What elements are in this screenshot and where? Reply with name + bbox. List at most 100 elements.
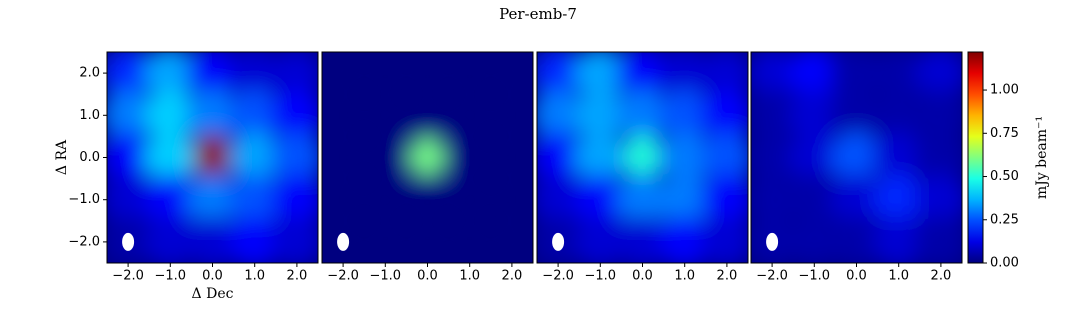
x-tick-label: −1.0 xyxy=(585,269,617,284)
intensity-cell xyxy=(872,131,925,184)
intensity-cell xyxy=(443,215,496,263)
x-tick-label: 1.0 xyxy=(459,269,480,284)
intensity-cell xyxy=(270,52,318,100)
intensity-cell xyxy=(574,131,627,184)
intensity-cell xyxy=(322,89,370,142)
intensity-cell xyxy=(914,173,962,226)
intensity-cell xyxy=(616,52,669,100)
intensity-cell xyxy=(270,131,318,184)
chart-title: Per-emb-7 xyxy=(499,5,577,23)
intensity-cell xyxy=(830,131,883,184)
intensity-cell xyxy=(658,131,711,184)
intensity-cell xyxy=(574,173,627,226)
intensity-cell xyxy=(788,215,841,263)
x-tick-label: 2.0 xyxy=(502,269,523,284)
intensity-cell xyxy=(443,89,496,142)
colorbar-tick-label: 0.25 xyxy=(990,212,1019,227)
x-tick-label: 2.0 xyxy=(931,269,952,284)
intensity-cell xyxy=(107,52,155,100)
intensity-cell xyxy=(830,89,883,142)
intensity-map xyxy=(107,52,318,263)
intensity-cell xyxy=(788,52,841,100)
intensity-map xyxy=(322,52,533,263)
beam xyxy=(552,232,565,251)
colorbar-tick-label: 0.75 xyxy=(990,126,1019,141)
intensity-cell xyxy=(872,89,925,142)
colorbar-tick-label: 1.00 xyxy=(990,83,1019,98)
intensity-cell xyxy=(228,215,281,263)
intensity-cell xyxy=(270,173,318,226)
intensity-cell xyxy=(322,131,370,184)
intensity-cell xyxy=(107,131,155,184)
panel xyxy=(322,52,533,263)
intensity-cell xyxy=(186,52,239,100)
intensity-cell xyxy=(144,173,197,226)
x-tick-label: 0.0 xyxy=(202,269,223,284)
intensity-cell xyxy=(658,89,711,142)
x-tick-label: 0.0 xyxy=(846,269,867,284)
intensity-cell xyxy=(322,52,370,100)
x-tick-label: 2.0 xyxy=(717,269,738,284)
intensity-cell xyxy=(228,173,281,226)
intensity-cell xyxy=(144,131,197,184)
intensity-cell xyxy=(830,173,883,226)
intensity-cell xyxy=(537,89,585,142)
intensity-map xyxy=(537,52,748,263)
intensity-cell xyxy=(700,131,748,184)
x-tick-label: −1.0 xyxy=(799,269,831,284)
intensity-cell xyxy=(537,52,585,100)
intensity-cell xyxy=(830,52,883,100)
beam xyxy=(766,232,779,251)
intensity-cell xyxy=(409,137,446,178)
intensity-cell xyxy=(574,89,627,142)
intensity-cell xyxy=(700,89,748,142)
intensity-cell xyxy=(872,173,925,226)
intensity-cell xyxy=(788,173,841,226)
intensity-cell xyxy=(359,173,412,226)
intensity-cell xyxy=(751,131,799,184)
x-tick-label: −2.0 xyxy=(542,269,574,284)
y-tick-label: 1.0 xyxy=(79,108,100,123)
x-tick-label: 2.0 xyxy=(287,269,308,284)
colorbar-tick-label: 0.50 xyxy=(990,169,1019,184)
x-tick-label: −2.0 xyxy=(756,269,788,284)
intensity-cell xyxy=(194,133,231,182)
intensity-cell xyxy=(914,131,962,184)
intensity-cell xyxy=(914,215,962,263)
intensity-cell xyxy=(144,52,197,100)
x-tick-label: 1.0 xyxy=(888,269,909,284)
intensity-cell xyxy=(788,89,841,142)
intensity-cell xyxy=(914,89,962,142)
intensity-cell xyxy=(359,52,412,100)
intensity-cell xyxy=(700,52,748,100)
x-tick-label: −2.0 xyxy=(112,269,144,284)
panel xyxy=(751,52,962,263)
intensity-cell xyxy=(443,173,496,226)
y-tick-label: 2.0 xyxy=(79,66,100,81)
colorbar-label: mJy beam⁻¹ xyxy=(1034,116,1050,199)
y-tick-label: −1.0 xyxy=(68,192,100,207)
intensity-cell xyxy=(443,52,496,100)
intensity-cell xyxy=(872,215,925,263)
colorbar-tick-label: 0.00 xyxy=(990,256,1019,271)
intensity-cell xyxy=(485,173,533,226)
intensity-cell xyxy=(228,52,281,100)
intensity-cell xyxy=(485,52,533,100)
intensity-cell xyxy=(700,215,748,263)
intensity-cell xyxy=(914,52,962,100)
x-tick-label: −1.0 xyxy=(155,269,187,284)
intensity-cell xyxy=(228,131,281,184)
intensity-cell xyxy=(107,173,155,226)
intensity-cell xyxy=(359,89,412,142)
intensity-cell xyxy=(401,52,454,100)
intensity-cell xyxy=(401,215,454,263)
intensity-cell xyxy=(186,89,239,142)
intensity-cell xyxy=(830,215,883,263)
intensity-cell xyxy=(144,215,197,263)
y-tick-label: 0.0 xyxy=(79,150,100,165)
intensity-cell xyxy=(574,215,627,263)
intensity-cell xyxy=(574,52,627,100)
intensity-cell xyxy=(616,89,669,142)
intensity-cell xyxy=(658,52,711,100)
